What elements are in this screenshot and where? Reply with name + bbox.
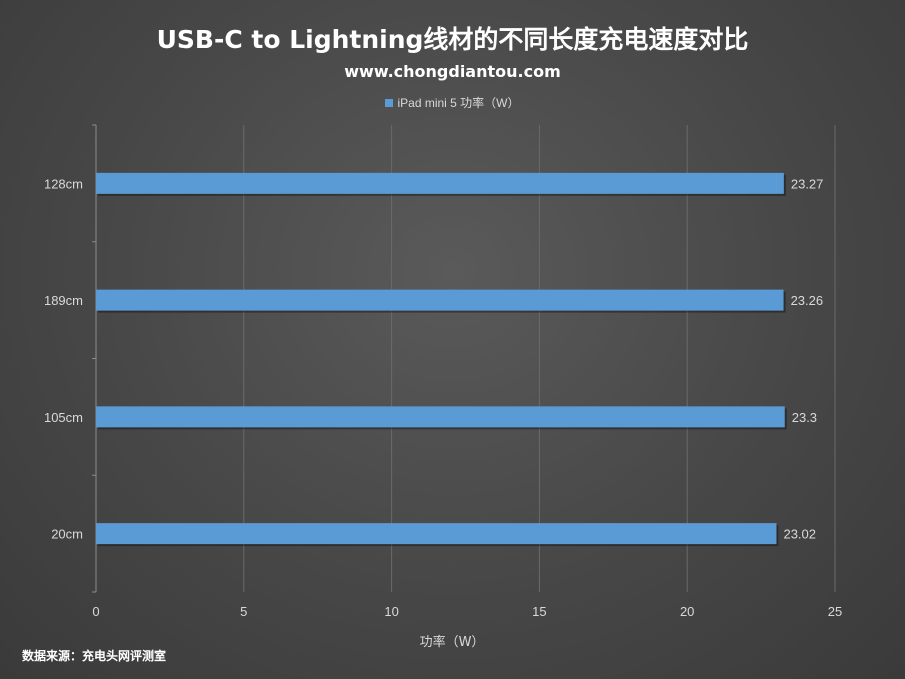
x-tick-labels: 0 5 10 15 20 25 bbox=[92, 604, 842, 619]
x-tick-label: 25 bbox=[828, 604, 842, 619]
x-tick-label: 5 bbox=[240, 604, 247, 619]
legend: iPad mini 5 功率（W） bbox=[0, 94, 905, 111]
bar bbox=[96, 406, 785, 428]
value-labels: 23.27 23.26 23.3 23.02 bbox=[783, 176, 823, 541]
category-labels: 128cm 189cm 105cm 20cm bbox=[44, 176, 83, 541]
x-tick-label: 10 bbox=[384, 604, 398, 619]
category-label: 189cm bbox=[44, 293, 83, 308]
bar bbox=[96, 172, 784, 194]
chart-title: USB-C to Lightning线材的不同长度充电速度对比 bbox=[156, 25, 749, 54]
legend-swatch bbox=[385, 98, 394, 107]
category-label: 105cm bbox=[44, 410, 83, 425]
value-label: 23.27 bbox=[791, 176, 824, 191]
bar bbox=[96, 289, 784, 311]
x-axis-title: 功率（W） bbox=[420, 634, 485, 650]
grid-lines bbox=[243, 125, 836, 592]
category-label: 128cm bbox=[44, 176, 83, 191]
value-label: 23.26 bbox=[791, 293, 824, 308]
legend-label: iPad mini 5 功率（W） bbox=[397, 96, 520, 110]
chart-subtitle: www.chongdiantou.com bbox=[344, 62, 561, 81]
x-tick-label: 0 bbox=[92, 604, 99, 619]
category-label: 20cm bbox=[51, 527, 83, 542]
value-label: 23.3 bbox=[792, 410, 817, 425]
x-tick-label: 15 bbox=[532, 604, 546, 619]
y-axis bbox=[92, 124, 97, 593]
bar bbox=[96, 523, 777, 545]
bars bbox=[96, 172, 787, 547]
value-label: 23.02 bbox=[783, 527, 816, 542]
x-tick-label: 20 bbox=[680, 604, 694, 619]
data-source: 数据来源：充电头网评测室 bbox=[22, 649, 167, 663]
